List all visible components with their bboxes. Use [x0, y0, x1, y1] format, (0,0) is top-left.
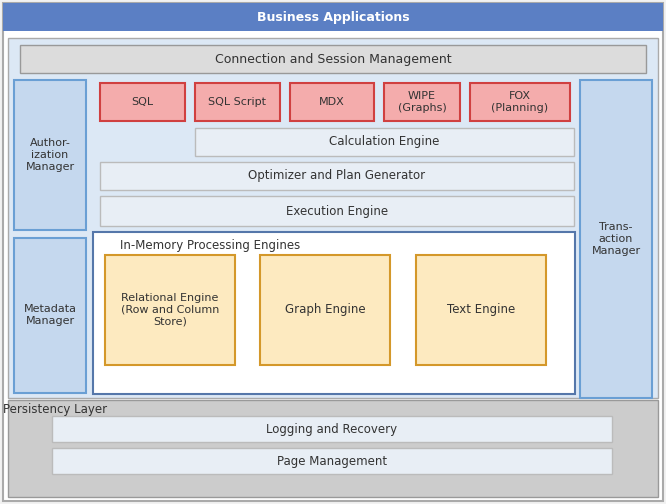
- Bar: [470, 83, 570, 121]
- Bar: [384, 83, 460, 121]
- Text: Author-
ization
Manager: Author- ization Manager: [25, 139, 75, 171]
- Text: Optimizer and Plan Generator: Optimizer and Plan Generator: [248, 169, 426, 182]
- Bar: [8, 400, 658, 497]
- Text: Relational Engine
(Row and Column
Store): Relational Engine (Row and Column Store): [121, 293, 219, 327]
- Text: Business Applications: Business Applications: [256, 11, 410, 24]
- Text: FOX
(Planning): FOX (Planning): [492, 91, 549, 113]
- Bar: [52, 416, 612, 442]
- Bar: [195, 128, 574, 156]
- Bar: [105, 255, 235, 365]
- Bar: [14, 238, 86, 393]
- Text: Metadata
Manager: Metadata Manager: [23, 304, 77, 326]
- Bar: [100, 83, 185, 121]
- Bar: [52, 448, 612, 474]
- Bar: [100, 162, 574, 190]
- Bar: [20, 45, 646, 73]
- Text: SQL: SQL: [131, 97, 154, 107]
- Text: Logging and Recovery: Logging and Recovery: [266, 422, 398, 435]
- Text: Text Engine: Text Engine: [447, 303, 515, 317]
- Text: Page Management: Page Management: [277, 455, 387, 468]
- Bar: [290, 83, 374, 121]
- Text: Calculation Engine: Calculation Engine: [329, 136, 439, 149]
- Text: Execution Engine: Execution Engine: [286, 205, 388, 218]
- Bar: [580, 80, 652, 398]
- Bar: [8, 38, 658, 398]
- Text: MDX: MDX: [319, 97, 345, 107]
- Text: Connection and Session Management: Connection and Session Management: [214, 52, 452, 66]
- Text: SQL Script: SQL Script: [208, 97, 266, 107]
- Text: Graph Engine: Graph Engine: [284, 303, 366, 317]
- Bar: [100, 196, 574, 226]
- Bar: [93, 232, 575, 394]
- Bar: [260, 255, 390, 365]
- Bar: [416, 255, 546, 365]
- Text: In-Memory Processing Engines: In-Memory Processing Engines: [120, 238, 300, 251]
- Bar: [14, 80, 86, 230]
- Text: WIPE
(Graphs): WIPE (Graphs): [398, 91, 446, 113]
- Bar: [3, 3, 663, 31]
- Bar: [195, 83, 280, 121]
- Text: Persistency Layer: Persistency Layer: [3, 404, 107, 416]
- Text: Trans-
action
Manager: Trans- action Manager: [591, 222, 641, 256]
